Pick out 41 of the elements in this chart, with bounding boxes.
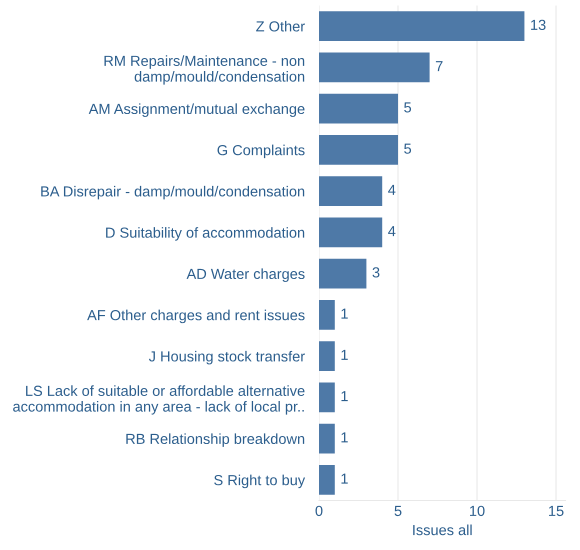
bar xyxy=(319,382,335,412)
data-label: 4 xyxy=(388,226,396,236)
y-tick-label: G Complaints xyxy=(218,144,305,158)
y-tick-label: RB Relationship breakdown xyxy=(126,433,304,447)
y-tick-label: AM Assignment/mutual exchange xyxy=(88,103,304,117)
bar xyxy=(319,52,430,82)
data-label: 1 xyxy=(341,391,348,402)
y-tick-label: AF Other charges and rent issues xyxy=(87,310,305,324)
data-label: 3 xyxy=(372,267,380,278)
bar xyxy=(319,258,366,288)
x-axis-title: Issues all xyxy=(413,524,472,536)
bar xyxy=(319,135,398,165)
bar xyxy=(319,176,382,206)
y-tick-label: S Right to buy xyxy=(214,474,306,488)
bar xyxy=(319,11,524,41)
bar xyxy=(319,341,335,371)
data-label: 7 xyxy=(436,61,443,72)
x-tick-label: 15 xyxy=(549,506,564,516)
x-tick-label: 10 xyxy=(470,506,485,516)
data-label: 1 xyxy=(341,350,348,360)
y-tick-label: AD Water charges xyxy=(186,268,305,282)
y-tick-label: J Housing stock transfer xyxy=(148,350,305,364)
x-tick-label: 0 xyxy=(316,506,322,516)
data-label: 5 xyxy=(404,144,412,154)
y-tick-label: BA Disrepair - damp/mould/condensation xyxy=(41,186,304,200)
y-tick-label: Z Other xyxy=(256,20,305,32)
data-label: 13 xyxy=(531,20,546,30)
data-label: 1 xyxy=(341,432,348,442)
bar xyxy=(319,424,335,454)
data-label: 4 xyxy=(388,184,396,195)
bar xyxy=(319,94,398,124)
bar xyxy=(319,300,335,330)
data-label: 5 xyxy=(404,102,412,113)
y-tick-label: LS Lack of suitable or affordable alternative accommodation in any area - lack of local pr.. xyxy=(13,385,304,415)
data-label: 1 xyxy=(341,308,348,319)
bar xyxy=(319,465,335,495)
y-tick-label: RM Repairs/Maintenance - non damp/mould/condensation xyxy=(104,55,304,85)
data-label: 1 xyxy=(341,474,348,484)
y-tick-label: D Suitability of accommodation xyxy=(106,227,304,241)
bar xyxy=(319,218,382,248)
x-tick-label: 5 xyxy=(394,506,402,516)
